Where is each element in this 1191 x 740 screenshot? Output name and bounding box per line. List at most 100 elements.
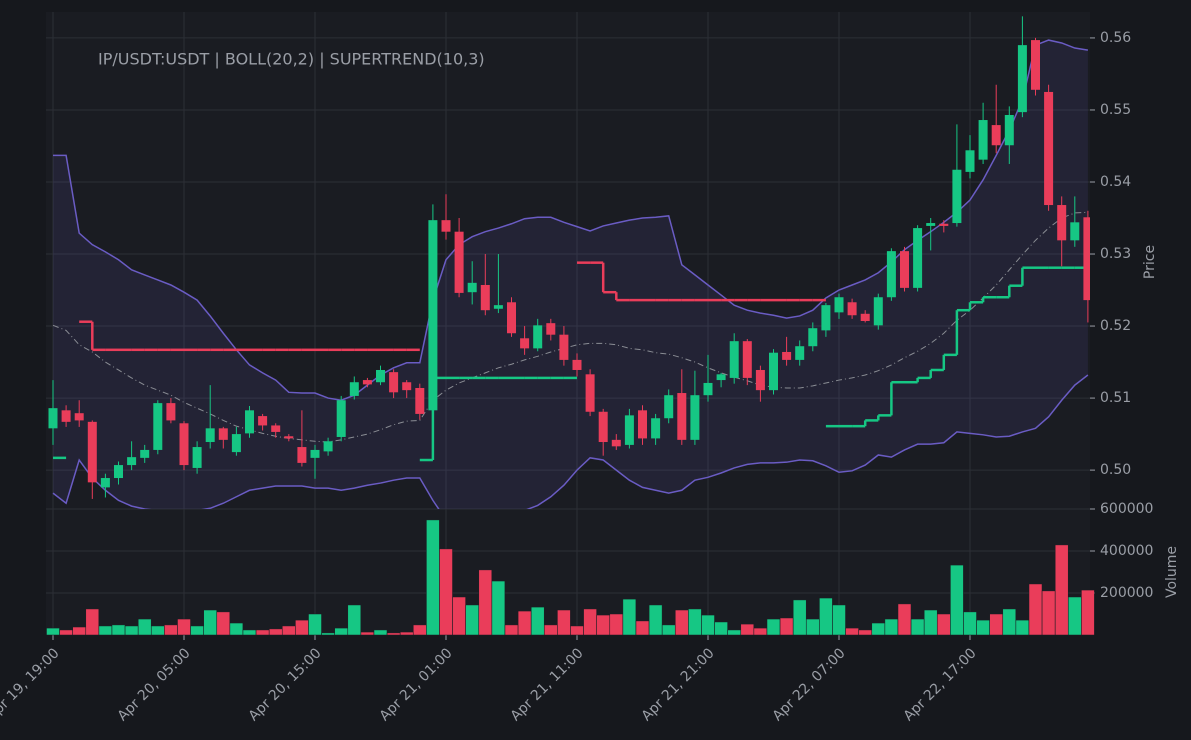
volume-bar bbox=[347, 604, 362, 636]
volume-bar bbox=[399, 631, 414, 636]
volume-bar bbox=[386, 632, 401, 636]
volume-bar bbox=[321, 632, 335, 636]
candle-body bbox=[769, 352, 778, 391]
candle-body bbox=[192, 447, 202, 468]
volume-bar bbox=[884, 618, 899, 636]
volume-bar bbox=[242, 629, 257, 636]
volume-bar bbox=[871, 622, 886, 636]
candle-body bbox=[520, 338, 530, 349]
volume-bar bbox=[72, 626, 86, 636]
volume-bar bbox=[268, 628, 283, 636]
volume-bar bbox=[910, 618, 925, 636]
volume-bar bbox=[792, 599, 807, 636]
candle-body bbox=[179, 423, 189, 466]
volume-tick-label: 200000 bbox=[1100, 585, 1153, 601]
volume-bar bbox=[596, 614, 610, 636]
band-fill bbox=[53, 40, 1088, 509]
candle-body bbox=[664, 395, 674, 419]
candle-body bbox=[729, 341, 739, 378]
volume-bar bbox=[675, 609, 689, 636]
candle-body bbox=[624, 415, 634, 445]
volume-bar bbox=[517, 610, 532, 636]
volume-bar bbox=[203, 609, 217, 636]
volume-bar bbox=[937, 613, 951, 636]
volume-bar bbox=[1081, 589, 1095, 636]
candle-body bbox=[153, 403, 163, 450]
volume-bar bbox=[491, 580, 506, 636]
candle-body bbox=[231, 434, 241, 453]
candle-body bbox=[441, 220, 451, 232]
candle-body bbox=[166, 403, 176, 421]
candle-body bbox=[454, 231, 464, 293]
volume-bar bbox=[858, 629, 872, 636]
candle-body bbox=[258, 416, 268, 426]
candle-body bbox=[755, 369, 765, 391]
volume-bar bbox=[216, 611, 231, 636]
candle-body bbox=[310, 449, 320, 458]
candle-body bbox=[598, 411, 608, 443]
candle-body bbox=[1044, 91, 1054, 206]
candle-body bbox=[651, 418, 661, 439]
volume-bar bbox=[164, 624, 178, 636]
volume-bar bbox=[465, 604, 479, 636]
volume-bar bbox=[1068, 596, 1082, 636]
candle-body bbox=[100, 478, 110, 488]
volume-bar bbox=[1028, 583, 1043, 636]
volume-bar bbox=[557, 609, 571, 636]
candle-body bbox=[415, 387, 425, 414]
candle-body bbox=[572, 359, 582, 370]
volume-bar bbox=[740, 623, 755, 636]
volume-bar bbox=[950, 564, 964, 636]
candle-body bbox=[913, 228, 923, 288]
volume-bar bbox=[151, 625, 165, 636]
price-plot bbox=[48, 16, 1090, 509]
candle-body bbox=[61, 410, 71, 422]
candle-body bbox=[533, 325, 543, 349]
volume-bar bbox=[845, 627, 859, 636]
candle-body bbox=[716, 374, 726, 381]
volume-bar bbox=[688, 608, 702, 636]
candle-body bbox=[284, 436, 294, 439]
candle-body bbox=[638, 410, 647, 439]
volume-bar bbox=[426, 519, 440, 636]
candle-body bbox=[205, 428, 215, 443]
volume-bar bbox=[439, 548, 453, 636]
volume-bar bbox=[255, 629, 270, 636]
candle-body bbox=[493, 305, 503, 309]
candle-body bbox=[1083, 217, 1090, 301]
candle-body bbox=[480, 284, 490, 311]
candle-body bbox=[1031, 40, 1040, 90]
volume-bar bbox=[923, 609, 938, 636]
volume-bar bbox=[360, 631, 375, 636]
volume-bar bbox=[963, 611, 977, 636]
volume-bar bbox=[46, 627, 60, 636]
candle-body bbox=[860, 313, 870, 322]
candle-body bbox=[74, 413, 84, 421]
candle-body bbox=[834, 297, 844, 313]
candle-body bbox=[795, 346, 805, 360]
volume-bar bbox=[897, 603, 912, 636]
candle-body bbox=[559, 334, 569, 360]
candle-body bbox=[336, 400, 346, 437]
volume-bar bbox=[1015, 619, 1030, 636]
candle-body bbox=[1004, 115, 1014, 146]
candle-body bbox=[821, 305, 831, 331]
candle-body bbox=[585, 374, 595, 412]
volume-bar bbox=[111, 624, 126, 636]
candle-body bbox=[114, 465, 123, 479]
candle-body bbox=[323, 441, 333, 452]
volume-bar bbox=[1054, 544, 1069, 636]
y-tick-label: 0.51 bbox=[1100, 390, 1131, 406]
y-tick-label: 0.55 bbox=[1100, 102, 1131, 118]
volume-bar bbox=[766, 618, 781, 636]
volume-bar bbox=[282, 625, 296, 636]
volume-bar bbox=[413, 624, 427, 636]
volume-bar bbox=[452, 596, 466, 636]
candle-body bbox=[939, 223, 949, 226]
volume-bar bbox=[648, 604, 663, 636]
candle-body bbox=[245, 410, 254, 434]
volume-bar bbox=[229, 622, 244, 636]
volume-bar bbox=[544, 624, 558, 636]
volume-bar bbox=[832, 604, 846, 636]
volume-bar bbox=[661, 624, 676, 636]
